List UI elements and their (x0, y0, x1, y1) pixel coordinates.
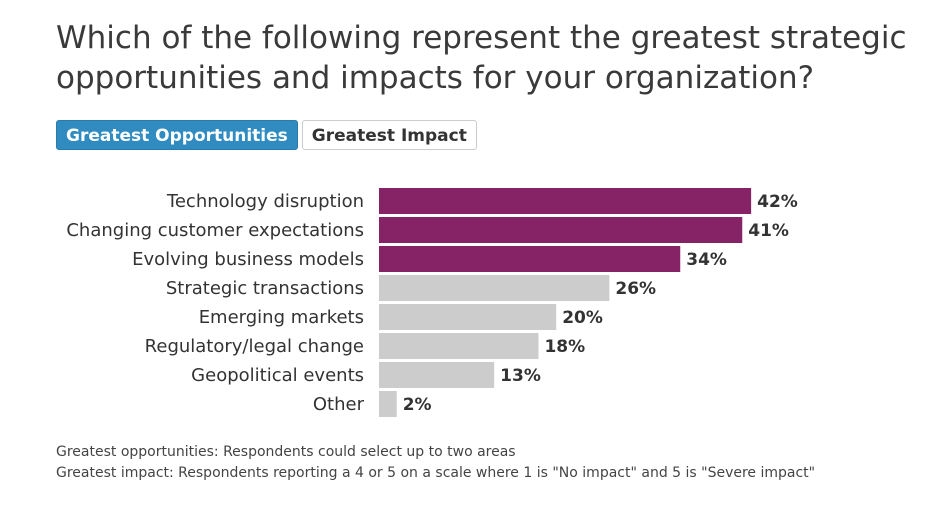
footnote-opportunities: Greatest opportunities: Respondents coul… (56, 444, 516, 460)
value-label: 42% (757, 192, 798, 212)
category-label: Emerging markets (199, 307, 364, 328)
category-label: Evolving business models (132, 249, 364, 270)
tab-bar: Greatest Opportunities Greatest Impact (56, 120, 477, 150)
bar (379, 391, 397, 417)
bar (379, 188, 752, 214)
bar (379, 217, 743, 243)
bar (379, 275, 610, 301)
value-label: 13% (500, 366, 541, 386)
category-label: Other (313, 394, 365, 415)
category-label: Strategic transactions (166, 278, 364, 299)
footnote-impact: Greatest impact: Respondents reporting a… (56, 465, 816, 481)
value-label: 2% (403, 395, 432, 415)
footnotes: Greatest opportunities: Respondents coul… (56, 442, 916, 484)
value-label: 20% (562, 308, 603, 328)
value-label: 34% (686, 250, 727, 270)
bar (379, 246, 681, 272)
value-label: 26% (615, 279, 656, 299)
tab-greatest-impact[interactable]: Greatest Impact (301, 120, 477, 150)
value-label: 41% (748, 221, 789, 241)
category-label: Changing customer expectations (66, 220, 364, 241)
value-label: 18% (544, 337, 585, 357)
category-label: Regulatory/legal change (145, 336, 364, 357)
bar (379, 304, 557, 330)
bar (379, 333, 539, 359)
tab-greatest-opportunities[interactable]: Greatest Opportunities (56, 120, 298, 150)
chart-title: Which of the following represent the gre… (56, 20, 907, 96)
bar (379, 362, 495, 388)
category-label: Geopolitical events (191, 365, 364, 386)
bar-chart: Technology disruption 42% Changing custome… (66, 188, 798, 417)
category-label: Technology disruption (166, 191, 364, 212)
